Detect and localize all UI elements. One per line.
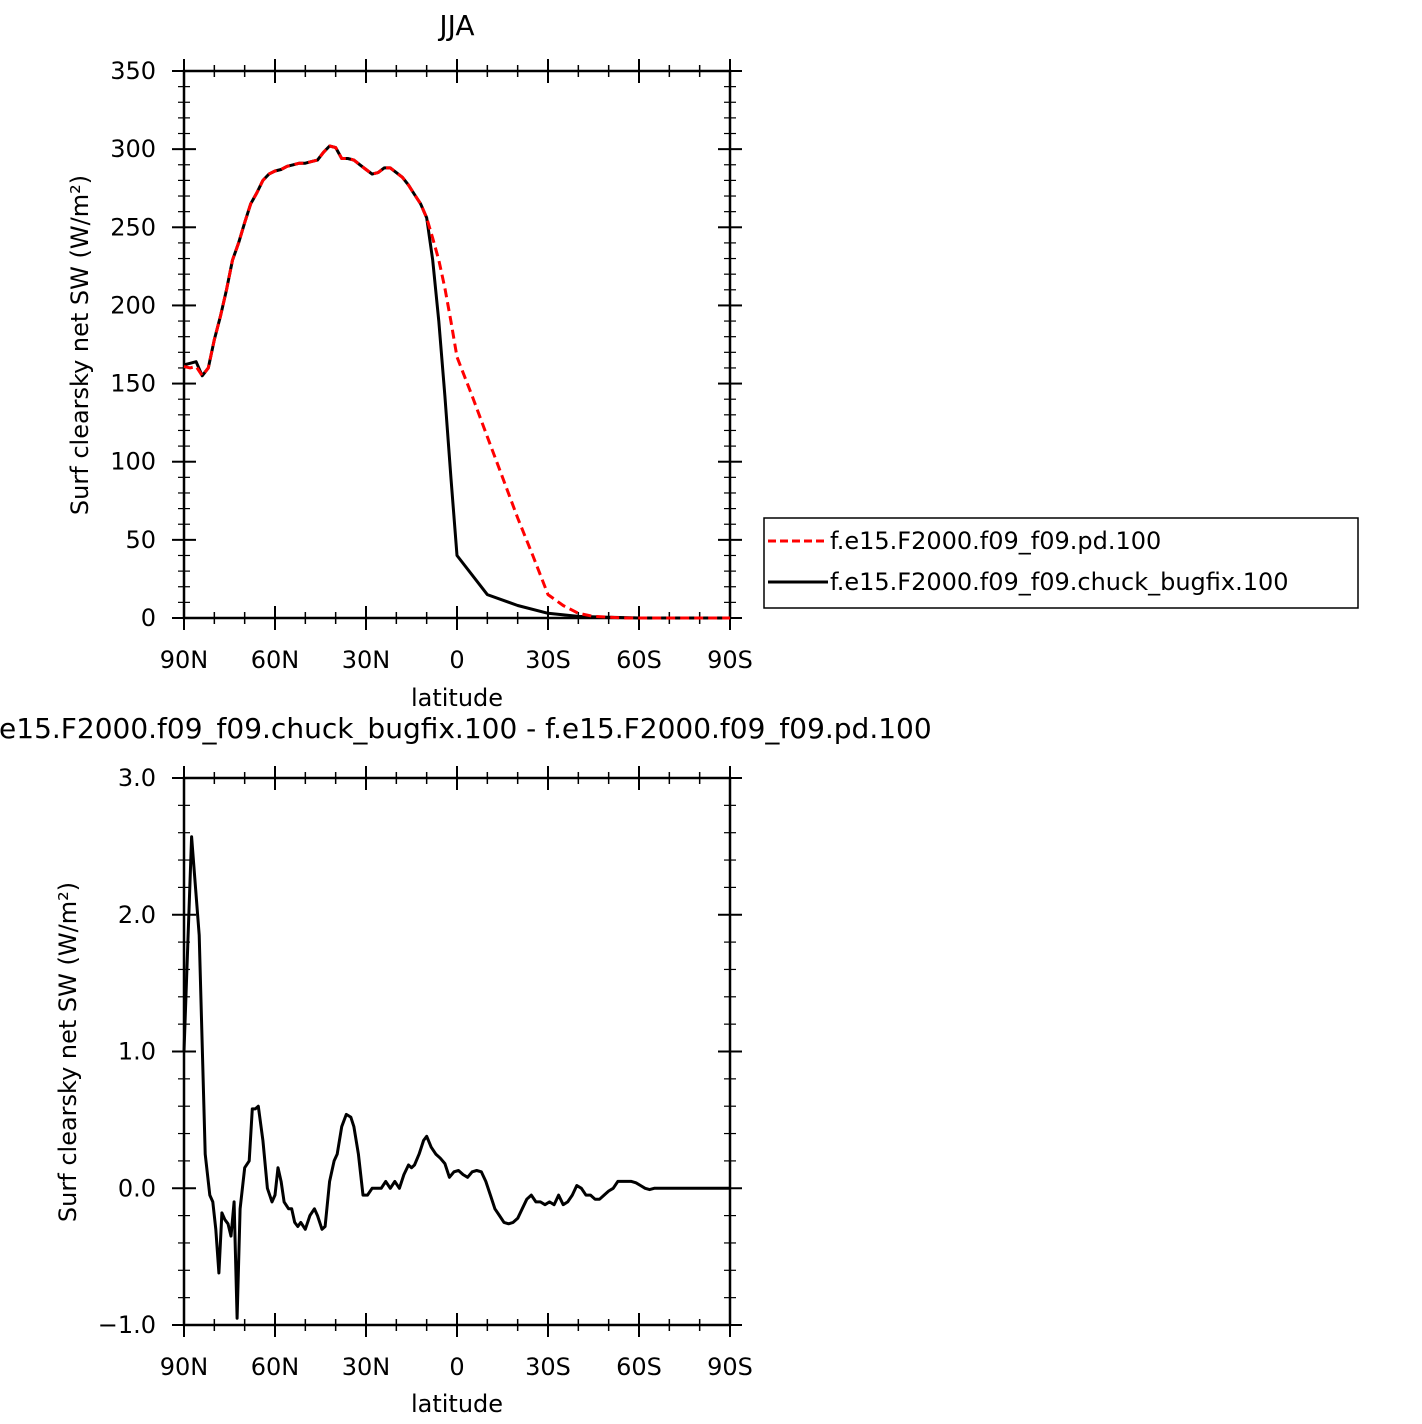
bottom-x-tick-labels: 90N 60N 30N 0 30S 60S 90S bbox=[160, 1353, 753, 1381]
top-x-tick-label: 30N bbox=[342, 646, 391, 674]
bottom-chart-title: f.e15.F2000.f09_f09.chuck_bugfix.100 - f… bbox=[0, 712, 932, 745]
bottom-y-tick-labels: −1.0 0.0 1.0 2.0 3.0 bbox=[98, 764, 156, 1339]
legend-box bbox=[763, 517, 1359, 609]
top-y-tick-label: 350 bbox=[110, 57, 156, 85]
top-panel: JJA 90N 60N 30N 0 30S 60S 90S 0 50 100 150 200 250 3… bbox=[66, 9, 753, 712]
bottom-y-tick-label: 3.0 bbox=[118, 764, 156, 792]
legend-label-pd: f.e15.F2000.f09_f09.pd.100 bbox=[830, 527, 1161, 555]
bottom-axis-ticks bbox=[172, 766, 742, 1337]
bottom-x-axis-title: latitude bbox=[411, 1390, 503, 1418]
bottom-y-axis-title: Surf clearsky net SW (W/m²) bbox=[54, 882, 82, 1222]
top-x-tick-label: 90S bbox=[707, 646, 753, 674]
top-y-tick-label: 200 bbox=[110, 291, 156, 319]
top-x-tick-label: 60S bbox=[616, 646, 662, 674]
top-y-axis-title: Surf clearsky net SW (W/m²) bbox=[66, 175, 94, 515]
top-series-lines bbox=[183, 144, 730, 620]
bottom-x-tick-label: 30N bbox=[342, 1353, 391, 1381]
legend: f.e15.F2000.f09_f09.pd.100 f.e15.F2000.f… bbox=[763, 517, 1359, 609]
top-x-tick-label: 30S bbox=[525, 646, 571, 674]
top-x-tick-label: 60N bbox=[251, 646, 300, 674]
top-y-tick-label: 300 bbox=[110, 135, 156, 163]
bottom-y-tick-label: 1.0 bbox=[118, 1038, 156, 1066]
bottom-series-lines bbox=[182, 835, 730, 1320]
top-series-line-red-dashed bbox=[183, 144, 730, 620]
top-y-tick-labels: 0 50 100 150 200 250 300 350 bbox=[110, 57, 156, 632]
top-chart-title: JJA bbox=[437, 9, 474, 42]
bottom-x-tick-label: 60S bbox=[616, 1353, 662, 1381]
top-y-tick-label: 0 bbox=[141, 604, 156, 632]
top-x-tick-label: 90N bbox=[160, 646, 209, 674]
top-y-tick-label: 150 bbox=[110, 370, 156, 398]
top-y-tick-label: 50 bbox=[125, 526, 156, 554]
bottom-x-tick-label: 60N bbox=[251, 1353, 300, 1381]
bottom-panel: f.e15.F2000.f09_f09.chuck_bugfix.100 - f… bbox=[0, 712, 932, 1418]
top-y-tick-label: 250 bbox=[110, 213, 156, 241]
bottom-x-tick-label: 0 bbox=[449, 1353, 464, 1381]
top-x-tick-label: 0 bbox=[449, 646, 464, 674]
legend-label-chuck-bugfix: f.e15.F2000.f09_f09.chuck_bugfix.100 bbox=[830, 568, 1289, 596]
bottom-plot-frame bbox=[182, 776, 732, 1327]
top-series-line-black bbox=[183, 144, 730, 620]
top-x-axis-title: latitude bbox=[411, 684, 503, 712]
bottom-x-tick-label: 90N bbox=[160, 1353, 209, 1381]
top-plot-frame bbox=[182, 69, 732, 620]
bottom-series-line-black bbox=[182, 835, 730, 1320]
top-y-tick-label: 100 bbox=[110, 448, 156, 476]
bottom-y-tick-label: 2.0 bbox=[118, 901, 156, 929]
bottom-x-tick-label: 90S bbox=[707, 1353, 753, 1381]
bottom-y-tick-label: 0.0 bbox=[118, 1174, 156, 1202]
top-axis-ticks bbox=[172, 59, 742, 630]
bottom-y-tick-label: −1.0 bbox=[98, 1311, 156, 1339]
top-x-tick-labels: 90N 60N 30N 0 30S 60S 90S bbox=[160, 646, 753, 674]
bottom-x-tick-label: 30S bbox=[525, 1353, 571, 1381]
